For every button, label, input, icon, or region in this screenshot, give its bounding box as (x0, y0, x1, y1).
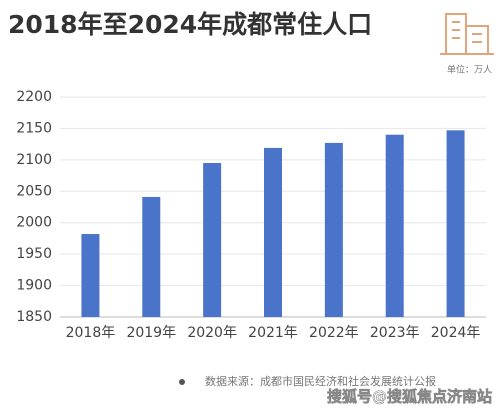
bar (385, 134, 404, 317)
source: 数据来源：成都市国民经济和社会发展统计公报 (205, 374, 436, 388)
y-tick-label: 2000 (16, 215, 52, 231)
watermark: 搜狐号@搜狐焦点济南站 (327, 388, 492, 406)
x-tick-label: 2023年 (370, 325, 420, 341)
bar (142, 196, 161, 317)
bar (81, 234, 100, 317)
y-tick-label: 2150 (16, 120, 52, 136)
bar (203, 163, 222, 317)
x-tick-label: 2022年 (309, 325, 359, 341)
chart-title: 2018年至2024年成都常住人口 (8, 10, 372, 39)
building-icon (440, 13, 494, 55)
bar (446, 130, 465, 317)
unit-label: 单位：万人 (447, 64, 492, 76)
y-tick-label: 1900 (16, 278, 52, 294)
bar (264, 147, 282, 317)
x-tick-label: 2018年 (66, 325, 116, 341)
bar (324, 142, 343, 317)
x-tick-label: 2024年 (431, 325, 481, 341)
y-tick-label: 2200 (16, 89, 52, 105)
y-tick-label: 2050 (16, 183, 52, 199)
y-tick-label: 2100 (16, 152, 52, 168)
source-dot (179, 379, 185, 385)
y-tick-label: 1850 (16, 309, 52, 325)
x-tick-label: 2020年 (187, 325, 237, 341)
x-tick-label: 2021年 (248, 325, 298, 341)
x-tick-label: 2019年 (126, 325, 176, 341)
y-tick-label: 1950 (16, 246, 52, 262)
